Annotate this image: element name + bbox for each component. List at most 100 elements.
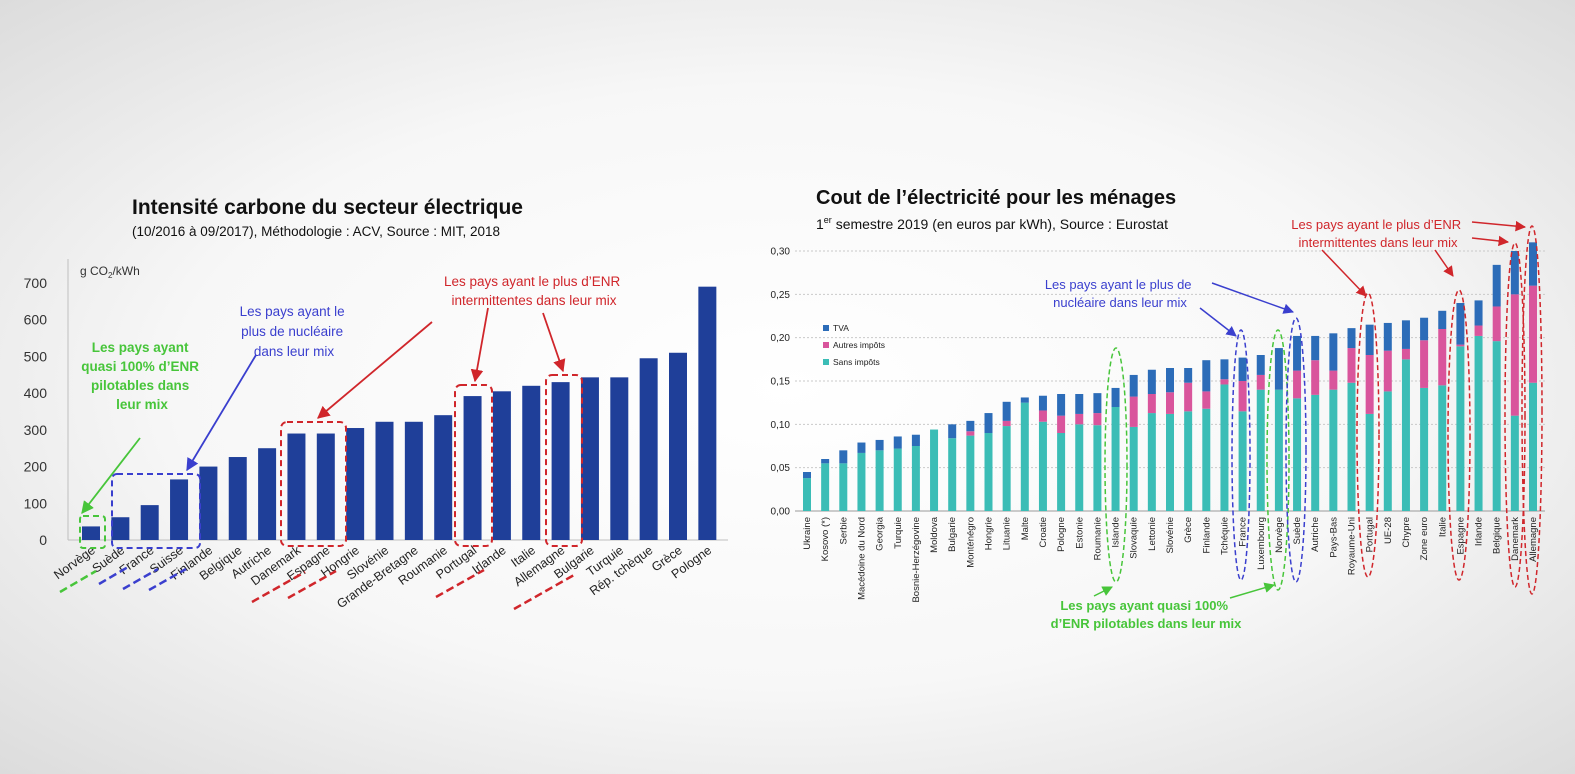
right-bar-autres-impots-belgique [1492, 306, 1501, 342]
right-bar-sans-impots-roumanie [1093, 425, 1102, 511]
right-bar-tva-suede [1293, 335, 1302, 371]
right-bar-sans-impots-turquie [893, 448, 902, 511]
legend-label-autres: Autres impôts [833, 340, 885, 350]
left-bar-suisse [170, 479, 189, 540]
left-underline-norvege [59, 569, 97, 594]
left-underline-suisse [148, 567, 187, 592]
right-bar-autres-impots-autriche [1311, 360, 1320, 395]
left-bar-italie [522, 385, 541, 540]
right-xtick-label: Bosnie-Herzégovine [911, 517, 922, 603]
right-xtick-label: Pays-Bas [1328, 517, 1339, 558]
left-xtick-label: Irlande [470, 543, 509, 577]
right-bar-sans-impots-zone-euro [1420, 387, 1429, 511]
right-legend: TVA Autres impôts Sans impôts [823, 323, 885, 367]
left-bar-danemark [287, 433, 306, 540]
left-underline-portugal [435, 568, 485, 599]
right-bar-sans-impots-pologne [1057, 433, 1066, 511]
right-bar-tva-royaume-uni [1347, 328, 1356, 349]
right-chart: Cout de l’électricité pour les ménages 1… [771, 187, 1545, 631]
right-bar-sans-impots-irlande [1474, 335, 1483, 511]
right-ytick-label: 0,30 [771, 247, 791, 258]
right-bar-sans-impots-ue-28 [1383, 391, 1392, 511]
right-xtick-label: Suède [1292, 517, 1303, 544]
right-xtick-label: UE-28 [1383, 517, 1394, 544]
left-bar-grande-bretagne [404, 421, 423, 540]
right-bar-tva-pologne [1057, 394, 1066, 416]
right-xtick-label: Lituanie [1002, 517, 1013, 550]
legend-swatch-autres [823, 342, 829, 348]
right-xtick-label: Royaume-Uni [1347, 517, 1358, 575]
right-bar-tva-danemark [1510, 251, 1519, 295]
left-bar-slovenie [375, 421, 394, 540]
left-underline-espagne [287, 569, 337, 600]
right-bar-sans-impots-malte [1020, 402, 1029, 511]
right-xtick-label: Chypre [1401, 517, 1412, 548]
right-bar-autres-impots-pays-bas [1329, 370, 1338, 390]
right-chart-subtitle: 1er semestre 2019 (en euros par kWh), So… [816, 215, 1168, 232]
left-chart-unit: g CO2/kWh [80, 264, 140, 280]
right-bar-sans-impots-pays-bas [1329, 389, 1338, 511]
right-bar-tva-norvege [1274, 348, 1283, 390]
left-bar-suede [111, 517, 130, 540]
right-bar-tva-bosnie-herzegovine [911, 434, 920, 446]
right-bar-autres-impots-grece [1184, 382, 1193, 412]
right-ytick-label: 0,15 [771, 377, 791, 388]
right-ellipse-norvege [1266, 329, 1290, 591]
right-bar-sans-impots-luxembourg [1256, 389, 1265, 511]
right-bar-tva-slovaquie [1129, 374, 1138, 397]
right-bar-sans-impots-croatie [1038, 421, 1047, 511]
left-blue-arrow [186, 354, 257, 472]
right-xtick-label: Tchéquie [1219, 517, 1230, 555]
right-ytick-label: 0,20 [771, 333, 791, 344]
left-bar-bulgarie [580, 377, 599, 540]
right-bar-autres-impots-luxembourg [1256, 374, 1265, 390]
right-bar-tva-portugal [1365, 324, 1374, 355]
right-bar-autres-impots-ue-28 [1383, 350, 1392, 392]
left-bar-turquie [610, 377, 629, 540]
left-chart: Intensité carbone du secteur électrique … [24, 196, 728, 611]
right-bar-tva-france [1238, 357, 1247, 381]
right-xtick-label: Georgia [875, 516, 886, 551]
legend-swatch-tva [823, 325, 829, 331]
right-bar-sans-impots-suede [1293, 398, 1302, 511]
right-annot-green: Les pays ayant quasi 100% d’ENR pilotabl… [1051, 598, 1242, 631]
right-blue-arrow-france [1199, 307, 1237, 337]
right-bar-tva-pays-bas [1329, 333, 1338, 371]
right-bar-tva-estonie [1075, 394, 1084, 414]
right-bar-sans-impots-chypre [1401, 359, 1410, 511]
right-bar-autres-impots-royaume-uni [1347, 348, 1356, 383]
right-bar-sans-impots-slovenie [1166, 413, 1174, 511]
left-chart-title: Intensité carbone du secteur électrique [132, 196, 523, 219]
left-underline-france [122, 567, 159, 591]
right-ellipse-danemark [1504, 242, 1526, 588]
right-bar-autres-impots-suede [1293, 370, 1302, 399]
left-ytick-label: 400 [24, 385, 48, 401]
left-green-arrow [81, 437, 141, 514]
right-bar-sans-impots-belgique [1492, 341, 1501, 511]
right-bar-tva-turquie [893, 436, 902, 449]
left-annot-green: Les pays ayant quasi 100% d’ENR pilotabl… [81, 340, 203, 412]
left-bar-norvege [82, 526, 100, 540]
right-xtick-label: Bulgarie [947, 517, 958, 552]
right-bar-tva-finlande [1202, 360, 1211, 392]
left-annot-red: Les pays ayant le plus d’ENR intermitten… [444, 274, 624, 308]
right-xtick-label: Croatie [1038, 517, 1049, 548]
left-bar-roumanie [434, 415, 453, 540]
right-bar-sans-impots-norvege [1274, 389, 1283, 511]
right-xtick-label: Espagne [1455, 517, 1466, 555]
right-ytick-label: 0,25 [771, 290, 791, 301]
legend-label-sans: Sans impôts [833, 357, 880, 367]
right-bar-autres-impots-lituanie [1002, 420, 1011, 427]
right-bar-sans-impots-bosnie-herzegovine [911, 446, 920, 511]
left-bar-belgique [228, 457, 247, 540]
right-xtick-label: Portugal [1365, 517, 1376, 552]
right-bar-tva-lettonie [1147, 369, 1156, 394]
left-red-arrow-3 [542, 312, 566, 373]
right-bar-sans-impots-macedoine-du-nord [857, 452, 866, 511]
right-xtick-label: Pologne [1056, 517, 1067, 552]
right-bar-autres-impots-irlande [1474, 325, 1483, 336]
right-bar-autres-impots-slovenie [1166, 392, 1174, 414]
right-xtick-label: Finlande [1201, 517, 1212, 553]
right-xtick-label: Estonie [1074, 517, 1085, 549]
right-xtick-label: Malte [1020, 517, 1031, 540]
